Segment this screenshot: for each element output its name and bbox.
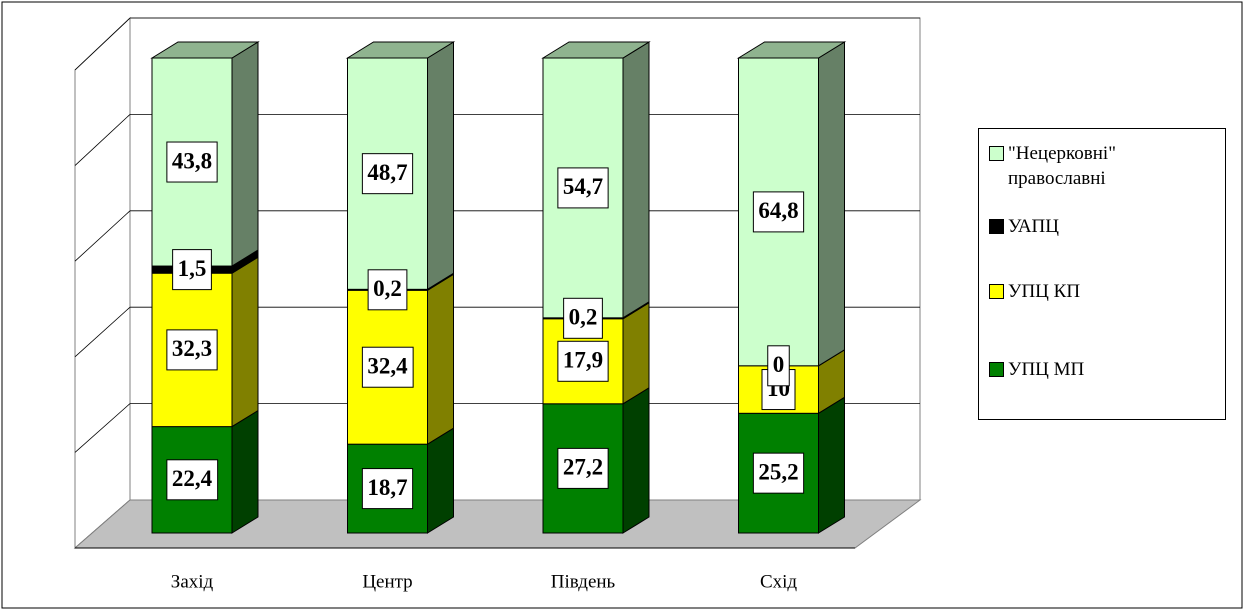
legend-label: УПЦ КП — [1008, 281, 1081, 302]
grid-line-side — [74, 403, 131, 453]
grid-line-side — [74, 210, 131, 262]
data-label: 18,7 — [367, 475, 407, 500]
data-label: 17,9 — [563, 348, 603, 373]
grid-line — [74, 17, 920, 71]
x-tick-label: Схід — [760, 571, 797, 592]
bar-side — [427, 273, 454, 446]
data-label: 27,2 — [563, 455, 603, 480]
data-label: 64,8 — [758, 198, 798, 223]
data-label-box — [752, 452, 805, 494]
bar-segment — [541, 41, 651, 319]
data-label: 32,3 — [172, 336, 212, 361]
data-label-box — [367, 269, 408, 311]
data-label: 43,8 — [172, 148, 212, 173]
x-tick-label: Центр — [362, 571, 412, 592]
bar-side — [231, 256, 259, 428]
bar-side — [818, 396, 845, 534]
bar-side — [622, 301, 650, 405]
grid-line-side — [74, 114, 131, 166]
legend-swatch — [989, 284, 1004, 299]
data-label: 1,5 — [178, 256, 207, 281]
data-label-box — [767, 345, 790, 387]
bar-side — [818, 41, 845, 367]
legend-item: УПЦ КП — [989, 279, 1219, 304]
bar-side — [427, 427, 454, 534]
data-label-box — [166, 329, 218, 371]
data-label-box — [361, 346, 414, 388]
bar-top — [150, 41, 260, 59]
legend-item: УПЦ МП — [989, 357, 1219, 382]
legend-item: "Нецерковні" православні — [989, 141, 1219, 191]
bar-side — [622, 386, 650, 534]
data-label: 25,2 — [758, 459, 798, 484]
data-label: 54,7 — [563, 174, 603, 199]
legend-swatch — [989, 362, 1004, 377]
bar-side — [231, 409, 259, 534]
data-label-box — [361, 468, 414, 510]
data-label: 32,4 — [367, 354, 408, 379]
data-label-box — [752, 191, 805, 233]
bar-top — [541, 41, 651, 59]
data-label: 0 — [773, 352, 785, 377]
legend-label: "Нецерковні" православні — [1008, 143, 1116, 189]
data-label-box — [166, 459, 219, 501]
bar-segment — [150, 41, 260, 267]
bar-side — [622, 41, 650, 319]
bar-segment — [347, 273, 454, 446]
bar-side — [427, 41, 454, 291]
grid-line-side — [74, 306, 131, 358]
bar-front — [151, 57, 233, 267]
bar-top — [736, 41, 847, 59]
x-tick-label: Південь — [551, 571, 616, 592]
data-label: 22,4 — [172, 466, 213, 491]
legend-swatch — [989, 219, 1004, 234]
data-label-box — [172, 249, 212, 291]
data-label-box — [557, 340, 609, 382]
legend-label: УПЦ МП — [1008, 359, 1085, 380]
legend-label: УАПЦ — [1008, 216, 1059, 237]
x-tick-label: Захід — [171, 571, 214, 592]
bar-side — [231, 41, 259, 267]
data-label-box — [557, 447, 609, 489]
data-label: 0,2 — [373, 276, 402, 301]
data-label-box — [563, 297, 603, 339]
legend-swatch — [989, 146, 1004, 161]
data-label: 0,2 — [569, 305, 598, 330]
data-label-box — [557, 167, 609, 209]
data-label: 48,7 — [367, 160, 407, 185]
bar-top — [345, 41, 456, 59]
side-wall — [74, 16, 131, 550]
grid-line-side — [74, 17, 131, 71]
data-label-box — [361, 153, 414, 195]
legend-item: УАПЦ — [989, 214, 1219, 239]
legend: "Нецерковні" православні УАПЦ УПЦ КП УПЦ МП — [978, 128, 1226, 420]
data-label-box — [166, 141, 218, 183]
